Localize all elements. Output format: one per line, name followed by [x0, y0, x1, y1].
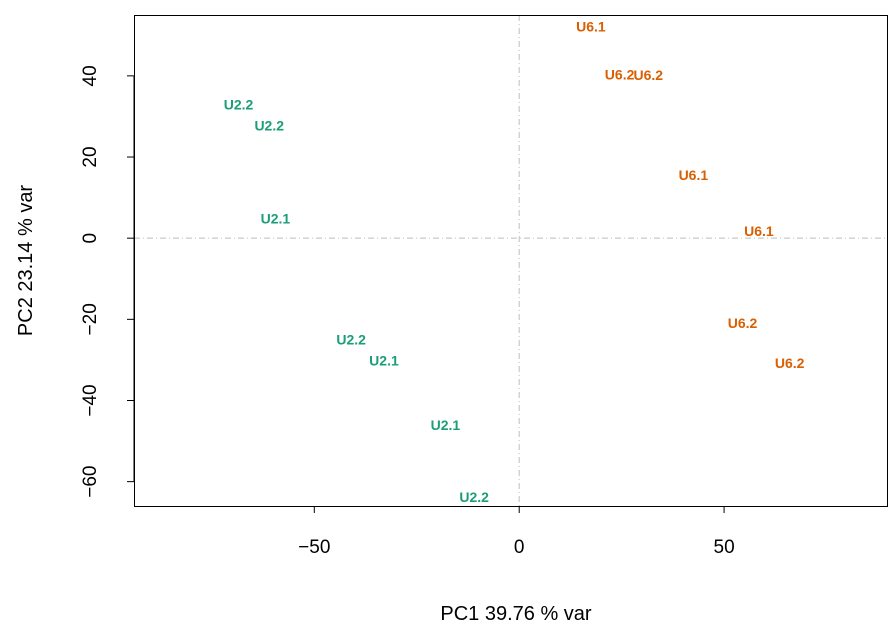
point-label-u6-2: U6.2: [605, 67, 635, 83]
y-axis-title: PC2 23.14 % var: [15, 185, 37, 337]
x-axis: −50 0 50: [298, 506, 735, 558]
y-tick-label: −20: [80, 303, 101, 335]
y-axis: −60 −40 −20 0 20 40: [80, 65, 135, 498]
plot-frame: [134, 15, 888, 507]
point-label-u2-2: U2.2: [224, 96, 254, 112]
x-axis-title: PC1 39.76 % var: [440, 603, 592, 625]
y-tick-label: 20: [80, 146, 101, 167]
y-tick-label: 0: [80, 233, 101, 244]
point-label-u2-2: U2.2: [336, 332, 366, 348]
y-tick-label: −40: [80, 384, 101, 416]
point-label-u6-1: U6.1: [576, 18, 606, 34]
point-label-u2-1: U2.1: [431, 417, 461, 433]
point-label-u2-1: U2.1: [369, 352, 399, 368]
point-label-u6-2: U6.2: [728, 315, 758, 331]
point-label-u6-2: U6.2: [775, 355, 805, 371]
x-tick-label: 0: [514, 537, 525, 558]
y-tick-label: −60: [80, 466, 101, 498]
point-label-u2-2: U2.2: [459, 489, 489, 505]
point-label-u6-2: U6.2: [633, 67, 663, 83]
point-label-u2-2: U2.2: [254, 117, 284, 133]
point-label-u6-1: U6.1: [679, 167, 709, 183]
point-labels: U6.1U6.2 U6.2U2.2U2.2U6.1U2.1U6.1U6.2U2.2…: [224, 18, 805, 505]
y-tick-label: 40: [80, 65, 101, 86]
point-label-u6-1: U6.1: [744, 223, 774, 239]
x-tick-label: 50: [714, 537, 735, 558]
point-label-u2-1: U2.1: [261, 211, 291, 227]
x-tick-label: −50: [298, 537, 330, 558]
